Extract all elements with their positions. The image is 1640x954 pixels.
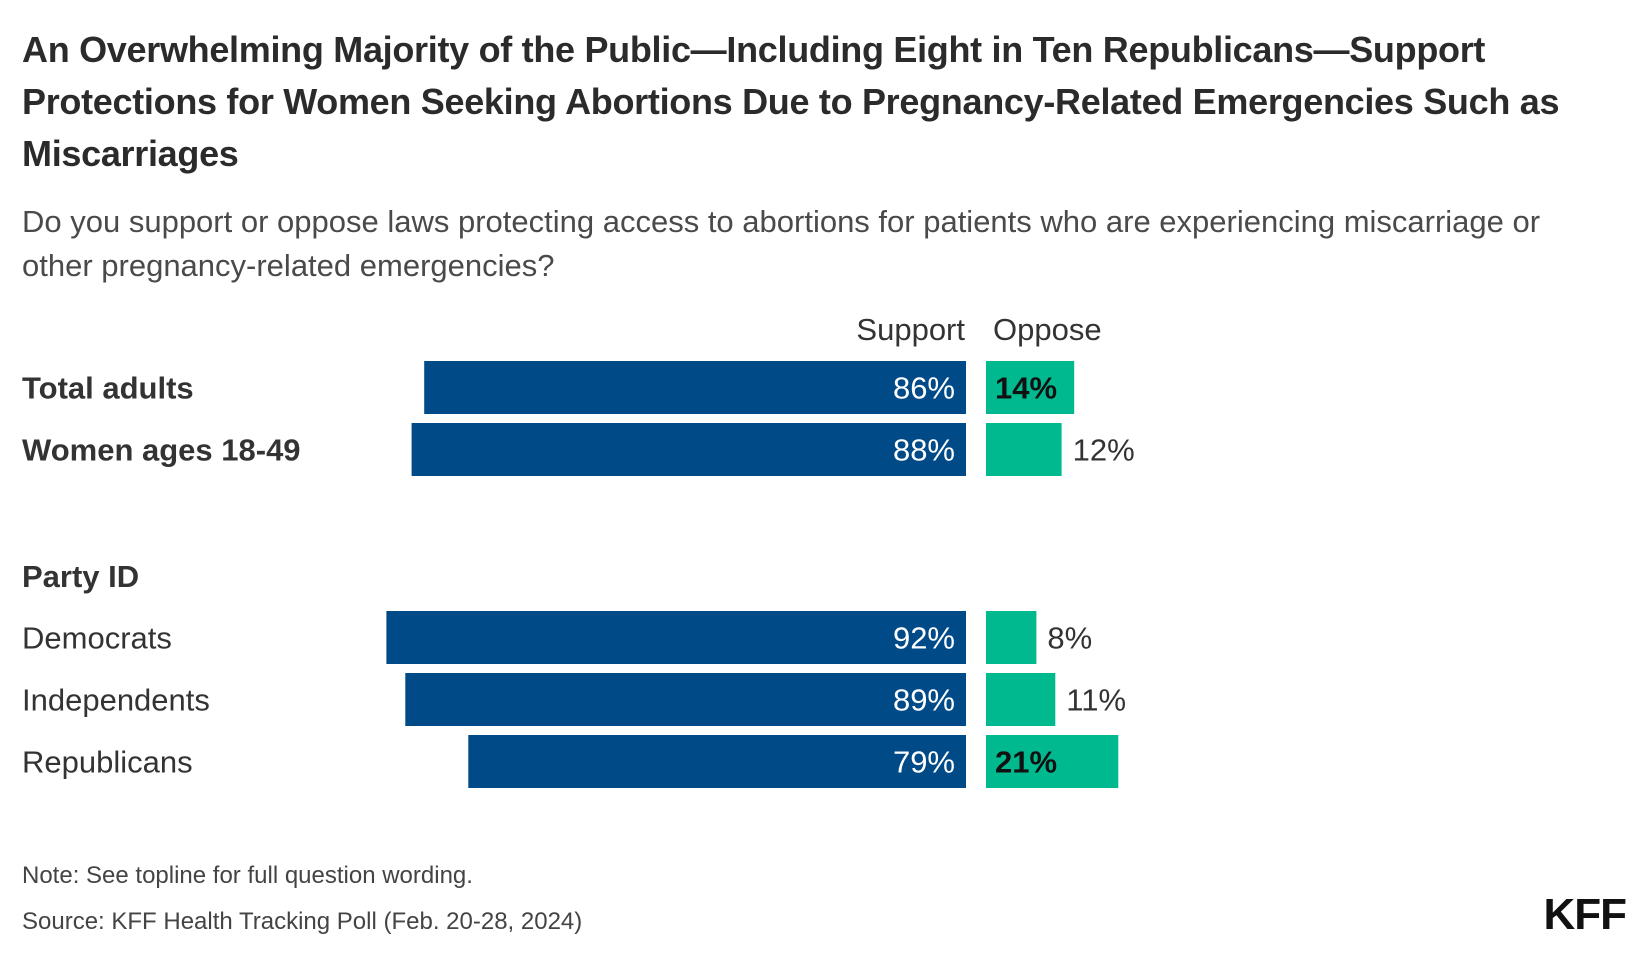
oppose-bar <box>986 361 1075 414</box>
row-label: Independents <box>22 683 210 718</box>
support-bar <box>468 735 966 788</box>
oppose-value-label: 14% <box>995 371 1057 406</box>
oppose-bar <box>986 611 1037 664</box>
support-value-label: 86% <box>893 371 955 406</box>
oppose-value-label: 11% <box>1066 683 1126 718</box>
row-label: Women ages 18-49 <box>22 433 301 468</box>
support-value-label: 79% <box>893 745 955 780</box>
bars-group: Total adults 86% 14% Women ages 18-49 88% 12%… <box>22 361 1135 788</box>
row-label: Republicans <box>22 745 193 780</box>
support-value-label: 89% <box>893 683 955 718</box>
support-value-label: 88% <box>893 433 955 468</box>
row-label: Democrats <box>22 621 172 656</box>
oppose-bar <box>986 423 1062 476</box>
support-bar <box>386 611 966 664</box>
oppose-value-label: 12% <box>1073 433 1135 468</box>
oppose-bar <box>986 735 1119 788</box>
oppose-bar <box>986 673 1056 726</box>
kff-logo: KFF <box>1543 890 1627 939</box>
party-id-group-label: Party ID <box>22 559 139 594</box>
chart-subtitle: Do you support or oppose laws protecting… <box>22 204 1541 283</box>
support-column-header: Support <box>856 312 965 347</box>
support-bar <box>405 673 966 726</box>
row-label: Total adults <box>22 371 194 406</box>
oppose-column-header: Oppose <box>993 312 1102 347</box>
chart-title: An Overwhelming Majority of the Public—I… <box>22 29 1560 174</box>
support-bar <box>424 361 966 414</box>
source-text: Source: KFF Health Tracking Poll (Feb. 2… <box>22 908 583 935</box>
support-bar <box>411 423 967 476</box>
support-value-label: 92% <box>893 621 955 656</box>
oppose-value-label: 21% <box>995 745 1057 780</box>
oppose-value-label: 8% <box>1047 621 1092 656</box>
note-text: Note: See topline for full question word… <box>22 862 473 889</box>
